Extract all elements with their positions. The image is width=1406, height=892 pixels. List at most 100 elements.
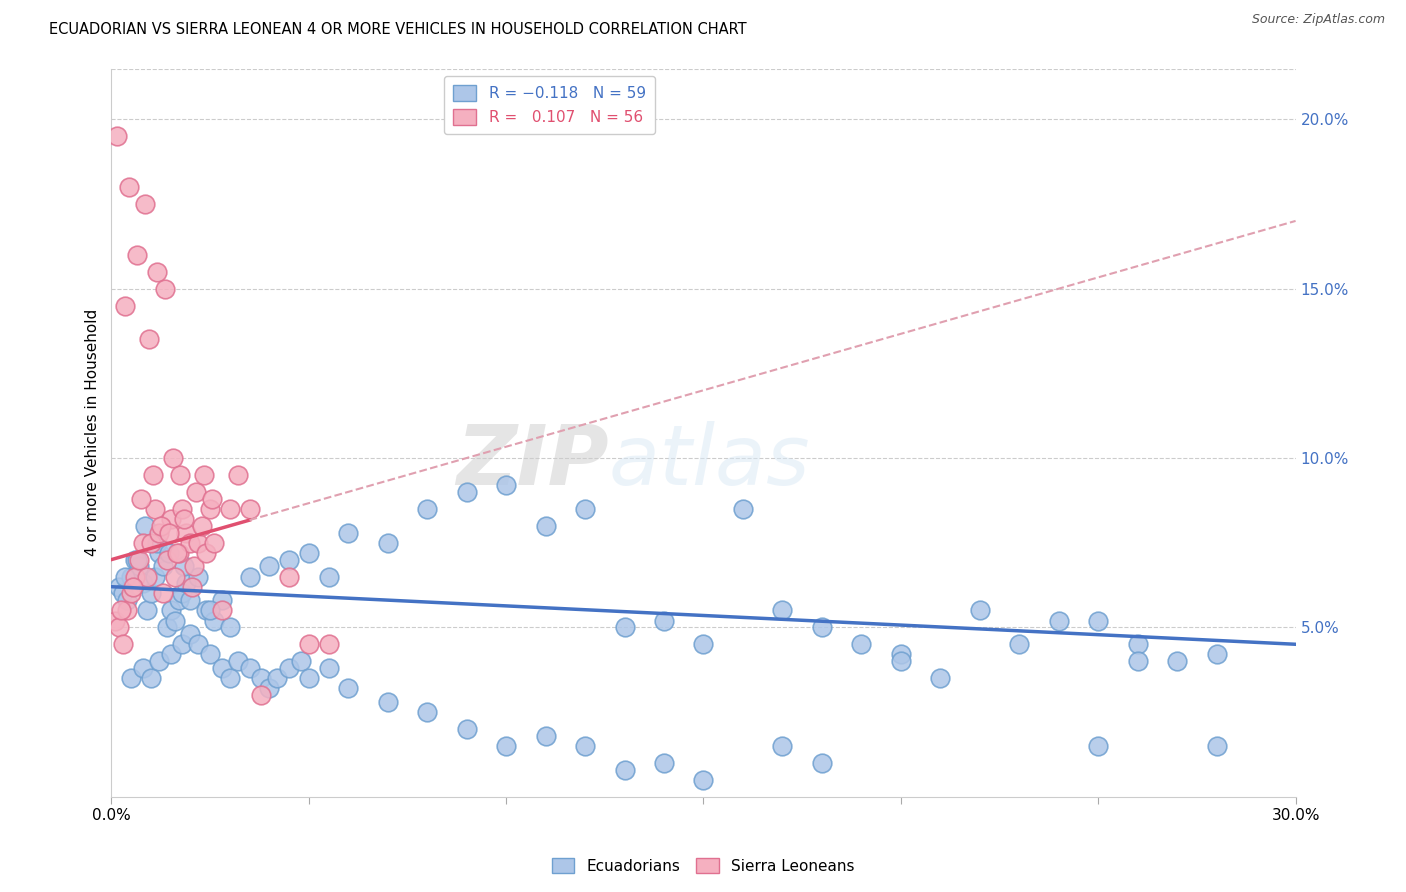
Point <box>114 299 136 313</box>
Point <box>1087 739 1109 753</box>
Point <box>1205 648 1227 662</box>
Point <box>124 552 146 566</box>
Point <box>211 593 233 607</box>
Point <box>278 552 301 566</box>
Point <box>156 620 179 634</box>
Point <box>202 535 225 549</box>
Text: Source: ZipAtlas.com: Source: ZipAtlas.com <box>1251 13 1385 27</box>
Point <box>218 671 240 685</box>
Point <box>136 603 159 617</box>
Point <box>193 467 215 482</box>
Point <box>337 525 360 540</box>
Legend: Ecuadorians, Sierra Leoneans: Ecuadorians, Sierra Leoneans <box>546 852 860 880</box>
Point <box>138 333 160 347</box>
Point <box>176 576 198 591</box>
Point <box>136 569 159 583</box>
Point <box>186 484 208 499</box>
Point <box>172 501 194 516</box>
Point <box>162 450 184 465</box>
Point <box>250 688 273 702</box>
Point <box>129 491 152 506</box>
Point <box>318 637 340 651</box>
Point <box>195 603 218 617</box>
Point <box>125 248 148 262</box>
Point <box>153 282 176 296</box>
Point <box>202 614 225 628</box>
Text: atlas: atlas <box>609 421 810 502</box>
Point <box>128 552 150 566</box>
Point <box>172 586 194 600</box>
Point <box>159 603 181 617</box>
Point <box>134 197 156 211</box>
Point <box>226 467 249 482</box>
Point <box>179 627 201 641</box>
Point <box>377 695 399 709</box>
Point <box>416 501 439 516</box>
Point <box>115 593 138 607</box>
Point <box>290 654 312 668</box>
Point <box>105 129 128 144</box>
Point <box>456 484 478 499</box>
Point <box>122 580 145 594</box>
Point <box>124 569 146 583</box>
Point <box>278 569 301 583</box>
Point <box>574 501 596 516</box>
Point <box>120 671 142 685</box>
Point <box>120 586 142 600</box>
Point <box>157 525 180 540</box>
Point <box>115 603 138 617</box>
Point <box>929 671 952 685</box>
Point <box>166 546 188 560</box>
Point <box>377 535 399 549</box>
Point <box>139 586 162 600</box>
Point <box>181 580 204 594</box>
Point <box>652 614 675 628</box>
Point <box>183 559 205 574</box>
Point <box>195 546 218 560</box>
Point <box>250 671 273 685</box>
Point <box>298 637 321 651</box>
Y-axis label: 4 or more Vehicles in Household: 4 or more Vehicles in Household <box>86 309 100 557</box>
Point <box>1166 654 1188 668</box>
Point <box>118 180 141 194</box>
Point <box>198 648 221 662</box>
Point <box>128 559 150 574</box>
Point <box>534 729 557 743</box>
Point <box>134 518 156 533</box>
Point <box>152 559 174 574</box>
Point <box>112 637 135 651</box>
Point <box>139 535 162 549</box>
Point <box>416 705 439 719</box>
Point <box>969 603 991 617</box>
Point <box>146 265 169 279</box>
Point <box>613 620 636 634</box>
Point <box>851 637 873 651</box>
Point <box>187 569 209 583</box>
Point <box>811 756 834 770</box>
Point <box>731 501 754 516</box>
Point <box>318 569 340 583</box>
Point <box>534 518 557 533</box>
Text: ZIP: ZIP <box>456 421 609 502</box>
Point <box>187 535 209 549</box>
Point <box>143 569 166 583</box>
Point <box>148 525 170 540</box>
Point <box>112 586 135 600</box>
Point <box>125 552 148 566</box>
Point <box>108 580 131 594</box>
Point <box>692 637 714 651</box>
Point <box>173 512 195 526</box>
Point <box>298 671 321 685</box>
Point <box>226 654 249 668</box>
Point <box>132 576 155 591</box>
Point <box>179 593 201 607</box>
Point <box>1205 739 1227 753</box>
Point <box>110 603 132 617</box>
Point <box>201 491 224 506</box>
Point <box>139 671 162 685</box>
Point <box>159 648 181 662</box>
Point <box>172 637 194 651</box>
Point <box>811 620 834 634</box>
Point <box>218 501 240 516</box>
Point <box>169 467 191 482</box>
